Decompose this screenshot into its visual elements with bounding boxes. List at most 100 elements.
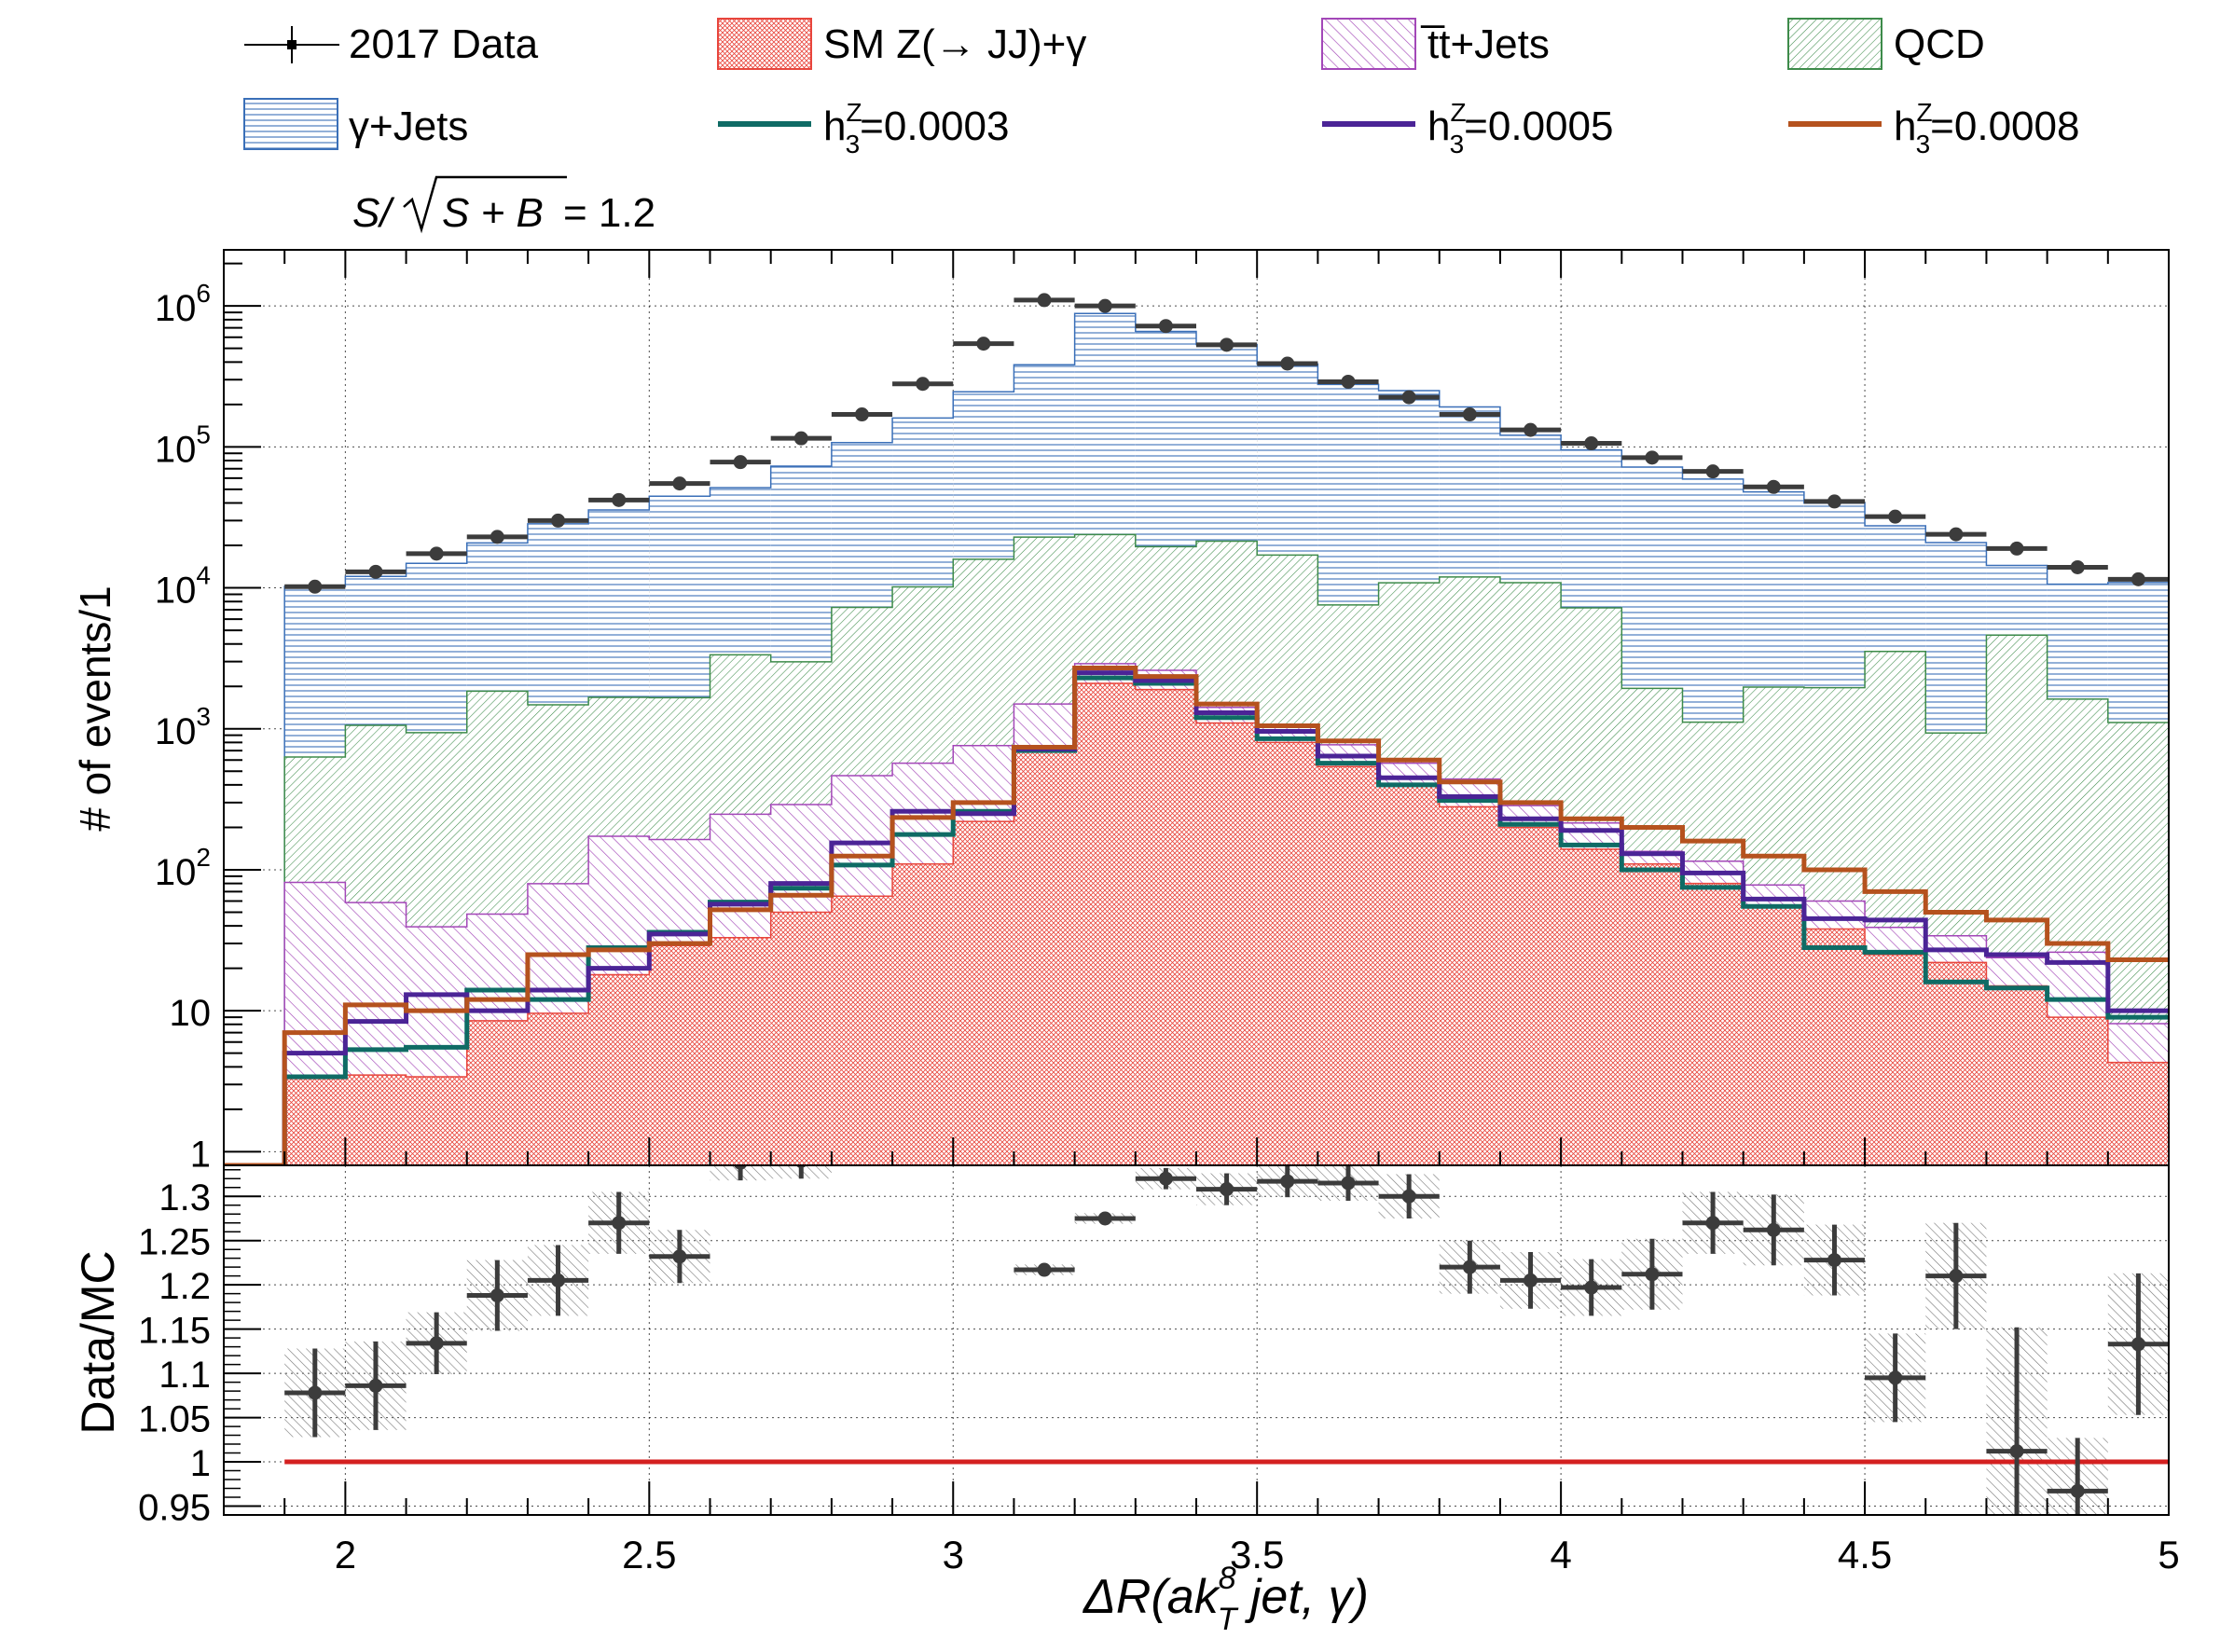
data-point [793, 431, 808, 446]
data-point [672, 476, 687, 491]
ratio-point [734, 1165, 748, 1170]
ratio-point [429, 1336, 444, 1351]
stack-bar-sm [1378, 784, 1440, 1165]
stack-bar-sm [1135, 689, 1196, 1165]
ratio-point [1158, 1171, 1173, 1186]
stack-bar-sm [953, 821, 1014, 1165]
ratio-point [308, 1385, 323, 1400]
legend-label-data: 2017 Data [349, 21, 539, 67]
data-point [854, 407, 869, 422]
ratio-point [2131, 1337, 2145, 1352]
stack-bar-sm [345, 1075, 407, 1165]
stacked-histogram [224, 312, 2169, 1165]
stack-bar-sm [1865, 954, 1926, 1165]
ratio-point [1037, 1262, 1052, 1277]
data-point [1888, 509, 1903, 524]
ratio-point [612, 1216, 627, 1231]
stack-bar-sm [1743, 905, 1804, 1165]
ratio-y-tick-label: 1.05 [138, 1399, 211, 1440]
x-tick-label: 2 [335, 1533, 356, 1576]
data-point [429, 546, 444, 561]
ratio-point [1462, 1260, 1477, 1274]
data-point [368, 564, 383, 579]
data-point [2070, 559, 2085, 574]
ratio-point [368, 1378, 383, 1393]
data-point [2131, 571, 2145, 586]
ratio-point [1280, 1174, 1295, 1189]
ratio-point [490, 1288, 504, 1303]
data-point [2009, 541, 2024, 556]
ratio-point [1827, 1253, 1841, 1268]
legend-item-gammajets: γ+Jets [243, 98, 468, 150]
legend-item-h3-0003: hZ 3=0.0003 [718, 98, 1009, 158]
stack-bar-sm [831, 896, 893, 1165]
stack-bar-sm [1317, 766, 1379, 1165]
stack-bar-sm [1014, 750, 1075, 1165]
ratio-point [2009, 1444, 2024, 1459]
x-tick-label: 4 [1550, 1533, 1571, 1576]
legend-item-h3-0005: hZ 3=0.0005 [1322, 98, 1613, 158]
stack-bar-sm [406, 1076, 467, 1165]
stack-bar-sm [1561, 848, 1622, 1165]
ratio-point [1341, 1176, 1356, 1191]
stack-bar-sm [1074, 683, 1136, 1165]
main-y-tick-label: 104 [155, 561, 211, 612]
stack-bar-sm [1499, 827, 1562, 1165]
ratio-point [551, 1273, 566, 1287]
significance-annotation: S/ S + B = 1.2 [352, 175, 655, 236]
stack-bar-sm [892, 863, 954, 1165]
data-point [1220, 337, 1234, 352]
data-point [1827, 494, 1841, 509]
legend-label-h3-0008: hZ 3=0.0008 [1894, 98, 2079, 158]
stack-bar-sm [1439, 806, 1500, 1165]
data-point [976, 337, 991, 351]
ratio-point [672, 1249, 687, 1264]
main-y-tick-label: 1 [190, 1134, 211, 1175]
annotation-root-text: S + B [442, 190, 544, 236]
x-tick-label: 2.5 [622, 1533, 676, 1576]
legend-item-h3-0008: hZ 3=0.0008 [1788, 98, 2079, 158]
data-point [1766, 479, 1781, 494]
signal-lines [224, 666, 2169, 1165]
x-tick-label: 4.5 [1838, 1533, 1892, 1576]
x-tick-label: 3 [943, 1533, 964, 1576]
stack-outline-sm [224, 682, 2169, 1165]
ratio-y-tick-label: 1.3 [159, 1177, 211, 1218]
signal-line-h8 [224, 666, 2169, 1165]
data-point [308, 579, 323, 594]
stack-bar-sm [770, 912, 832, 1165]
main-y-tick-label: 103 [155, 702, 211, 752]
data-point [1584, 436, 1599, 451]
legend-label-ttbar: t̅t+Jets [1421, 21, 1550, 67]
legend: 2017 Data SM Z(→ JJ)+γ t̅t+Jets QCD γ+Je… [243, 18, 2079, 158]
stack-bar-sm [649, 945, 710, 1165]
ratio-y-tick-label: 1.15 [138, 1311, 211, 1352]
stack-bar-sm [466, 1020, 528, 1165]
data-point [1341, 374, 1356, 389]
ratio-point [2070, 1483, 2085, 1498]
ratio-point [1097, 1211, 1112, 1226]
legend-label-h3-0005: hZ 3=0.0005 [1427, 98, 1613, 158]
data-point [1524, 422, 1538, 437]
ratio-point [1766, 1222, 1781, 1237]
ratio-y-tick-label: 1.1 [159, 1355, 211, 1396]
ratio-y-tick-label: 1.25 [138, 1222, 211, 1263]
ratio-point [1401, 1189, 1416, 1204]
main-y-tick-label: 10 [170, 993, 212, 1034]
x-tick-label: 5 [2158, 1533, 2179, 1576]
stack-bar-sm [1986, 985, 2048, 1165]
ratio-point [1220, 1182, 1234, 1197]
annotation-prefix: S/ [352, 190, 394, 236]
data-points [284, 293, 2169, 594]
ratio-y-tick-label: 0.95 [138, 1488, 211, 1529]
data-point [612, 492, 627, 507]
ratio-y-axis-label: Data/MC [72, 1250, 124, 1434]
stack-bar-sm [1925, 962, 1987, 1165]
ratio-point [1888, 1370, 1903, 1385]
stack-bar-sm [1196, 723, 1258, 1165]
data-point [1462, 407, 1477, 422]
ratio-points [284, 1165, 2169, 1515]
main-y-tick-exponent: 3 [196, 702, 211, 731]
legend-label-sm: SM Z(→ JJ)+γ [823, 21, 1086, 67]
